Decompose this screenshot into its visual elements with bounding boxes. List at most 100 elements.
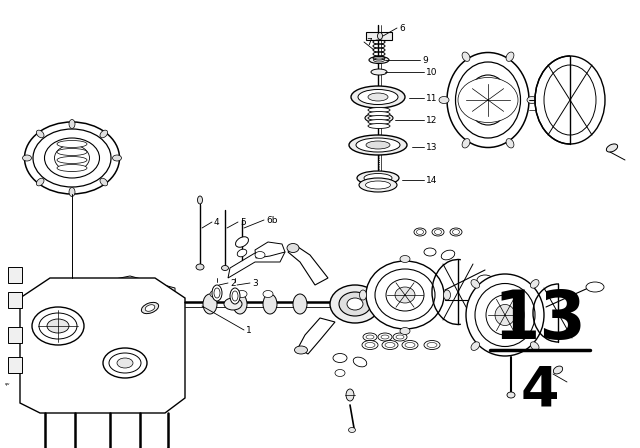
Ellipse shape	[450, 228, 462, 236]
Polygon shape	[20, 278, 185, 413]
Ellipse shape	[369, 56, 389, 64]
Ellipse shape	[365, 343, 375, 348]
Ellipse shape	[396, 335, 404, 339]
Bar	[8, 357, 22, 373]
Ellipse shape	[424, 248, 436, 256]
Ellipse shape	[356, 138, 400, 152]
Ellipse shape	[368, 108, 390, 112]
Ellipse shape	[263, 290, 273, 297]
Ellipse shape	[393, 333, 407, 341]
Ellipse shape	[375, 269, 435, 321]
Ellipse shape	[462, 138, 470, 148]
Ellipse shape	[39, 313, 77, 339]
Text: 1: 1	[246, 326, 252, 335]
Ellipse shape	[224, 298, 242, 310]
Ellipse shape	[24, 122, 120, 194]
Ellipse shape	[427, 343, 437, 348]
Ellipse shape	[335, 370, 345, 376]
Ellipse shape	[477, 275, 493, 285]
Ellipse shape	[458, 78, 518, 122]
Ellipse shape	[417, 229, 424, 234]
Ellipse shape	[365, 181, 390, 189]
Ellipse shape	[531, 280, 539, 288]
Ellipse shape	[69, 188, 75, 197]
Ellipse shape	[214, 288, 220, 298]
Ellipse shape	[57, 156, 87, 164]
Ellipse shape	[476, 91, 500, 109]
Polygon shape	[288, 245, 328, 285]
Ellipse shape	[414, 228, 426, 236]
Ellipse shape	[441, 250, 455, 260]
Ellipse shape	[374, 58, 385, 62]
Text: 3: 3	[252, 279, 258, 288]
Text: 13: 13	[493, 287, 586, 353]
Ellipse shape	[527, 96, 537, 103]
Ellipse shape	[378, 333, 392, 341]
Ellipse shape	[233, 294, 247, 314]
Ellipse shape	[363, 333, 377, 341]
Ellipse shape	[32, 307, 84, 345]
Ellipse shape	[400, 255, 410, 263]
Ellipse shape	[439, 96, 449, 103]
Ellipse shape	[364, 173, 392, 182]
Ellipse shape	[117, 358, 133, 368]
Ellipse shape	[237, 290, 247, 297]
Ellipse shape	[444, 290, 451, 300]
Ellipse shape	[402, 340, 418, 349]
Ellipse shape	[424, 340, 440, 349]
Bar	[8, 267, 22, 283]
Text: 4: 4	[214, 217, 220, 227]
Ellipse shape	[100, 130, 108, 138]
Ellipse shape	[212, 285, 222, 301]
Ellipse shape	[339, 292, 371, 316]
Polygon shape	[228, 250, 285, 278]
Bar	[8, 292, 22, 308]
Text: 11: 11	[426, 94, 438, 103]
Ellipse shape	[368, 116, 390, 121]
Ellipse shape	[57, 141, 87, 147]
Text: 10: 10	[426, 68, 438, 77]
Ellipse shape	[368, 120, 390, 125]
Ellipse shape	[405, 343, 415, 348]
Ellipse shape	[467, 75, 509, 125]
Ellipse shape	[263, 294, 277, 314]
Ellipse shape	[294, 346, 307, 354]
Ellipse shape	[353, 357, 367, 367]
Ellipse shape	[400, 319, 410, 326]
Ellipse shape	[349, 135, 407, 155]
Ellipse shape	[255, 251, 265, 258]
Ellipse shape	[368, 112, 390, 116]
Ellipse shape	[368, 124, 390, 129]
Text: 5: 5	[240, 217, 246, 227]
Bar	[8, 327, 22, 343]
Ellipse shape	[554, 366, 563, 374]
Bar	[366, 32, 392, 40]
Ellipse shape	[210, 290, 220, 297]
Ellipse shape	[365, 113, 393, 123]
Ellipse shape	[466, 274, 544, 356]
Ellipse shape	[475, 284, 535, 346]
Ellipse shape	[471, 280, 479, 288]
Ellipse shape	[287, 244, 299, 253]
Ellipse shape	[477, 87, 499, 113]
Ellipse shape	[483, 297, 495, 305]
Ellipse shape	[145, 305, 155, 311]
Ellipse shape	[386, 279, 424, 311]
Ellipse shape	[69, 120, 75, 129]
Ellipse shape	[385, 343, 395, 348]
Ellipse shape	[45, 138, 99, 178]
Ellipse shape	[366, 261, 444, 329]
Ellipse shape	[113, 155, 122, 161]
Ellipse shape	[141, 302, 159, 314]
Ellipse shape	[236, 237, 248, 247]
Text: 7: 7	[366, 38, 372, 47]
Ellipse shape	[606, 144, 618, 152]
Polygon shape	[255, 242, 285, 258]
Ellipse shape	[36, 178, 44, 186]
Ellipse shape	[357, 171, 399, 185]
Text: 13: 13	[426, 142, 438, 151]
Ellipse shape	[366, 335, 374, 339]
Ellipse shape	[47, 319, 69, 333]
Ellipse shape	[535, 56, 605, 144]
Text: ᵩᵥ: ᵩᵥ	[5, 380, 11, 386]
